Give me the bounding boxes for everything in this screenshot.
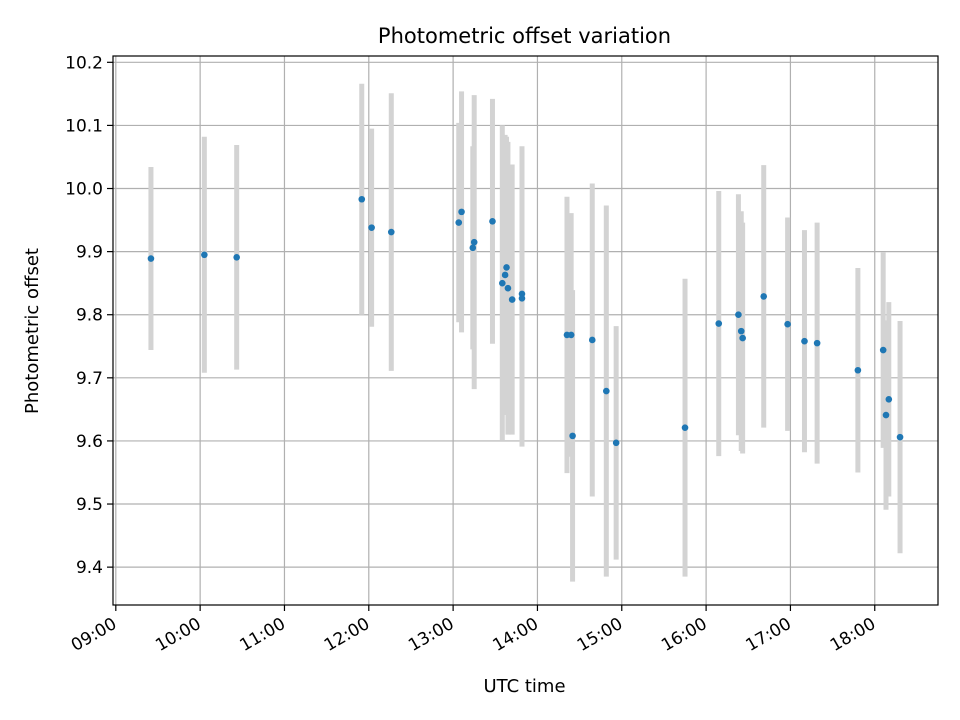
y-axis: 9.4 9.5 9.6 9.7 9.8 9.9 10.0 10.1 10.2 xyxy=(65,53,113,578)
data-point xyxy=(801,337,808,345)
data-point xyxy=(760,293,768,300)
data-point xyxy=(896,433,904,441)
y-tick-label: 9.7 xyxy=(76,369,103,389)
data-point xyxy=(201,251,208,259)
y-axis-label: Photometric offset xyxy=(22,248,43,414)
grid xyxy=(113,56,938,605)
data-point xyxy=(147,255,155,262)
data-point xyxy=(489,218,496,225)
data-point xyxy=(508,296,516,303)
data-point xyxy=(879,346,887,354)
data-point xyxy=(567,331,575,339)
data-point xyxy=(813,339,821,347)
data-point xyxy=(784,320,791,328)
data-point xyxy=(737,327,745,335)
data-point xyxy=(455,219,463,226)
data-point xyxy=(518,295,526,302)
y-tick-label: 10.2 xyxy=(65,53,103,73)
data-point xyxy=(588,336,596,344)
data-point xyxy=(358,195,366,203)
data-point xyxy=(854,366,862,374)
data-point xyxy=(501,271,509,279)
data-point xyxy=(681,424,689,431)
data-points xyxy=(147,195,904,447)
chart-title: Photometric offset variation xyxy=(378,24,671,48)
plot-frame xyxy=(112,55,939,606)
data-point xyxy=(735,311,742,319)
y-tick-label: 9.6 xyxy=(76,432,103,452)
data-point xyxy=(470,238,478,246)
y-tick-label: 9.8 xyxy=(76,306,103,326)
data-point xyxy=(885,395,893,403)
data-point xyxy=(469,244,477,252)
data-point xyxy=(569,432,576,440)
data-point xyxy=(387,228,395,236)
y-tick-label: 9.9 xyxy=(76,243,103,263)
data-point xyxy=(503,264,510,271)
data-point xyxy=(603,387,610,395)
data-point xyxy=(882,411,890,419)
y-tick-label: 9.4 xyxy=(76,558,103,578)
x-axis-label: UTC time xyxy=(483,676,565,697)
data-point xyxy=(612,439,620,447)
y-tick-label: 9.5 xyxy=(76,495,103,515)
data-point xyxy=(739,334,746,342)
data-point xyxy=(504,284,512,292)
data-point xyxy=(368,224,375,231)
data-point xyxy=(715,320,723,327)
data-point xyxy=(458,208,465,216)
y-tick-label: 10.0 xyxy=(65,180,103,200)
data-point xyxy=(499,279,506,287)
data-point xyxy=(233,253,240,261)
y-tick-label: 10.1 xyxy=(65,116,103,136)
